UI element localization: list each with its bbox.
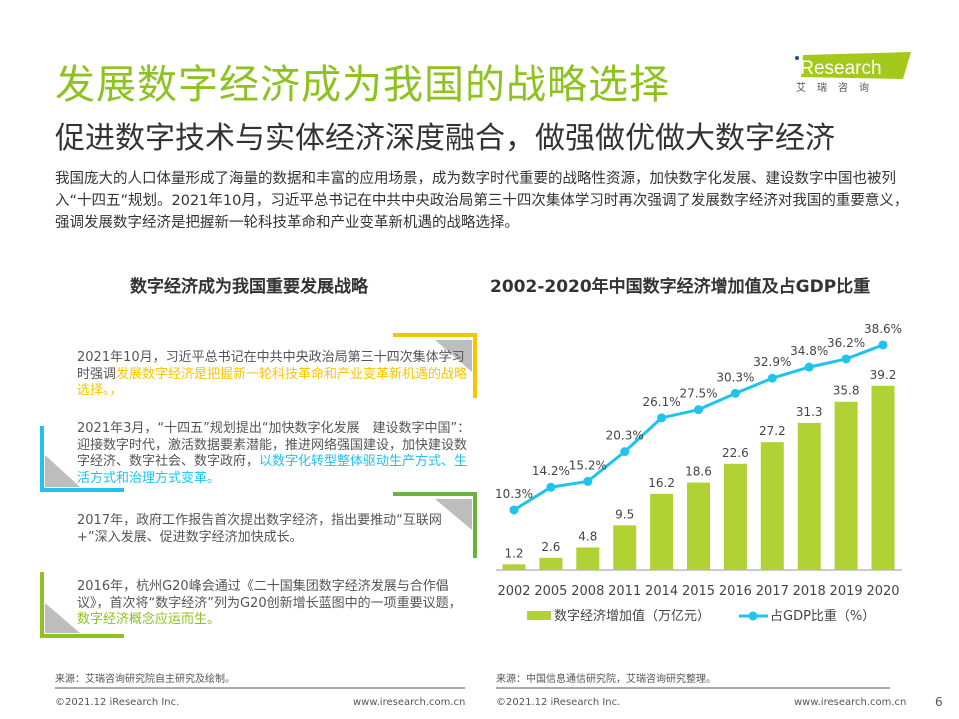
bar-label-2016: 22.6 [722, 446, 749, 460]
legend-line-marker [748, 611, 758, 621]
bar-2018 [797, 422, 821, 570]
bar-label-2017: 27.2 [759, 424, 786, 438]
line-label-2019: 36.2% [827, 336, 865, 350]
bar-2011 [613, 525, 637, 570]
x-tick-2002: 2002 [497, 584, 530, 599]
intro-paragraph: 我国庞大的人口体量形成了海量的数据和丰富的应用场景，成为数字时代重要的战略性资源… [55, 171, 909, 231]
line-label-2017: 32.9% [753, 355, 791, 369]
card-text: 2016年，杭州G20峰会通过《二十国集团数字经济发展与合作倡议》，首次将“数字… [77, 579, 462, 611]
iresearch-logo: iResearch 艾瑞咨询 [795, 52, 911, 92]
line-label-2005: 14.2% [532, 464, 570, 478]
bar-label-2002: 1.2 [504, 546, 523, 560]
bar-2020 [871, 385, 895, 570]
line-label-2014: 26.1% [643, 395, 681, 409]
left-source: 来源：艾瑞咨询研究院自主研究及绘制。 [55, 674, 235, 685]
line-point-2014 [657, 413, 667, 423]
svg-text:iResearch: iResearch [796, 58, 882, 79]
bar-2014 [650, 493, 674, 570]
line-point-2015 [694, 405, 703, 415]
card-highlight: 数字经济概念应运而生。 [77, 612, 221, 627]
x-tick-2020: 2020 [866, 584, 899, 599]
x-tick-2008: 2008 [571, 584, 604, 599]
x-tick-2015: 2015 [682, 584, 715, 599]
bar-2016 [723, 463, 747, 570]
copyright: ©2021.12 iResearch Inc. [55, 697, 180, 708]
line-label-2011: 20.3% [606, 429, 644, 443]
line-label-2020: 38.6% [864, 322, 902, 336]
bar-2005 [539, 557, 563, 570]
bar-2002 [502, 564, 526, 570]
line-label-2015: 27.5% [679, 387, 717, 401]
svg-text:艾瑞咨询: 艾瑞咨询 [796, 81, 880, 92]
card-text: 2021年3月，“十四五”规划提出“加快数字化发展 建设数字中国”：迎接数字时代… [77, 421, 471, 469]
bar-2019 [834, 401, 858, 570]
card-highlight: 发展数字经济是把握新一轮科技革命和产业变革新机遇的战略选择。， [77, 366, 468, 399]
bar-label-2008: 4.8 [578, 529, 597, 543]
divider [496, 687, 890, 689]
timeline-card-2017: 2017年，政府工作报告首次提出数字经济，指出要推动“互联网+”深入发展、促进数… [77, 513, 472, 546]
line-point-2018 [804, 362, 814, 372]
chart-source: 来源：中国信息通信研究院，艾瑞咨询研究整理。 [496, 674, 716, 685]
line-label-2018: 34.8% [790, 344, 828, 358]
bar-label-2005: 2.6 [541, 540, 560, 554]
x-tick-2018: 2018 [793, 584, 826, 599]
line-point-2020 [878, 340, 888, 350]
legend-bar-swatch [527, 611, 551, 620]
timeline-card-2021-10: 2021年10月，习近平总书记在中共中央政治局第三十四次集体学习时强调发展数字经… [77, 350, 472, 400]
x-tick-2017: 2017 [756, 584, 789, 599]
line-point-2017 [767, 373, 777, 383]
line-point-2008 [583, 476, 593, 486]
page-subtitle: 促进数字技术与实体经济深度融合，做强做优做大数字经济 [55, 121, 835, 156]
bar-label-2018: 31.3 [796, 405, 823, 419]
card-highlight: 以数字化转型整体驱动生产方式、生活方式和治理方式变革。 [77, 454, 468, 486]
bar-label-2020: 39.2 [870, 368, 897, 382]
x-tick-2011: 2011 [608, 584, 641, 599]
line-label-2008: 15.2% [569, 458, 607, 472]
line-point-2016 [730, 388, 740, 398]
legend-bar-label: 数字经济增加值（万亿元） [554, 608, 710, 624]
x-tick-2005: 2005 [534, 584, 567, 599]
card-text: 2021年10月，习近平总书记在中共中央政治局第三十四次集体学习时强调 [77, 350, 465, 382]
line-point-2019 [841, 354, 851, 364]
line-label-2016: 30.3% [716, 370, 754, 384]
bar-label-2011: 9.5 [615, 507, 634, 521]
divider [55, 687, 465, 689]
timeline-card-2021-3: 2021年3月，“十四五”规划提出“加快数字化发展 建设数字中国”：迎接数字时代… [77, 421, 472, 487]
bar-label-2019: 35.8 [833, 384, 860, 398]
bar-2008 [576, 547, 600, 570]
legend-line-label: 占GDP比重（%） [770, 608, 875, 624]
line-point-2011 [620, 447, 630, 457]
bar-label-2015: 18.6 [685, 465, 712, 479]
bar-2017 [760, 442, 784, 570]
website-link[interactable]: www.iresearch.com.cn [794, 697, 907, 708]
timeline-card-2016: 2016年，杭州G20峰会通过《二十国集团数字经济发展与合作倡议》，首次将“数字… [77, 579, 472, 629]
page-title: 发展数字经济成为我国的战略选择 [55, 62, 670, 108]
bar-2015 [687, 482, 710, 570]
card-text: 2017年，政府工作报告首次提出数字经济，指出要推动“互联网+”深入发展、促进数… [77, 513, 442, 545]
x-tick-2019: 2019 [830, 584, 863, 599]
bar-label-2014: 16.2 [648, 476, 675, 490]
x-tick-2014: 2014 [645, 584, 678, 599]
left-section-title: 数字经济成为我国重要发展战略 [130, 277, 368, 297]
chart-title: 2002-2020年中国数字经济增加值及占GDP比重 [490, 277, 871, 297]
page-number: 6 [935, 695, 943, 709]
line-point-2002 [509, 505, 519, 515]
x-tick-2016: 2016 [719, 584, 752, 599]
line-point-2005 [546, 482, 556, 492]
website-link[interactable]: www.iresearch.com.cn [353, 697, 466, 708]
copyright: ©2021.12 iResearch Inc. [496, 697, 621, 708]
line-label-2002: 10.3% [495, 487, 533, 501]
